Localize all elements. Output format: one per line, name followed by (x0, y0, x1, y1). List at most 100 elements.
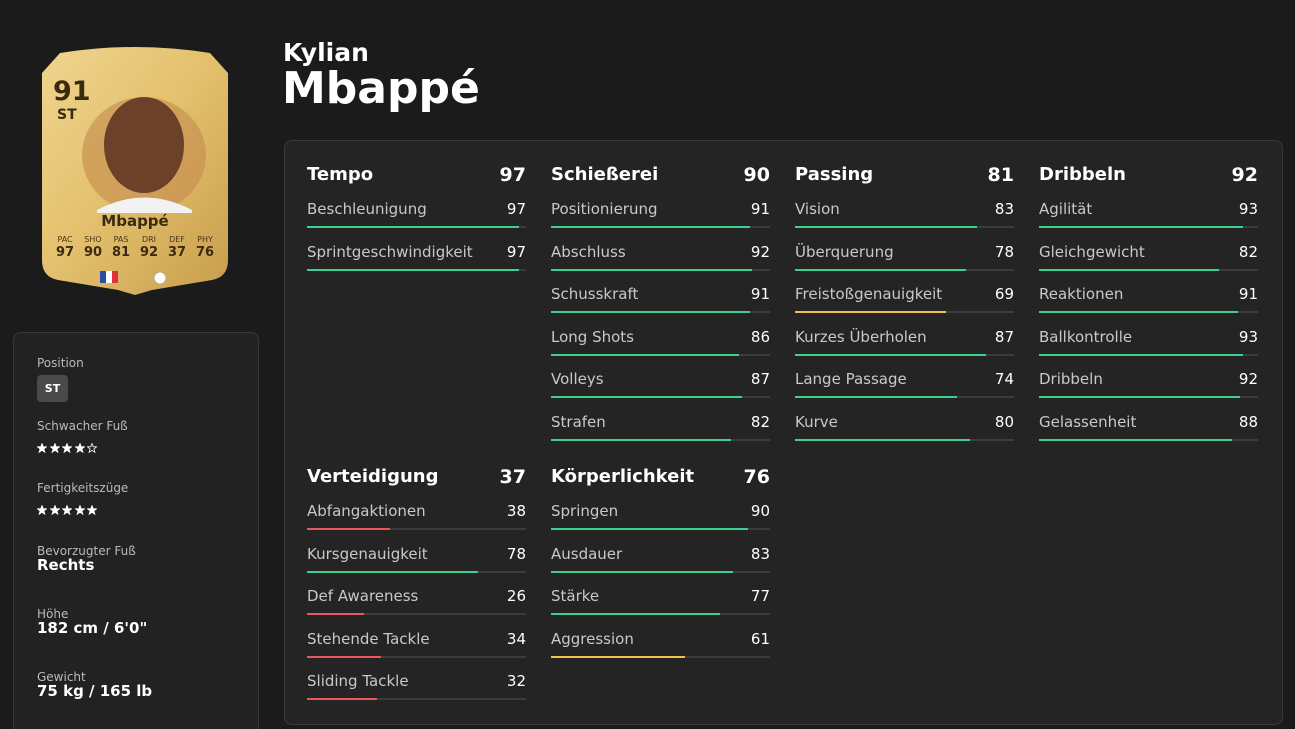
info-label: Fertigkeitszüge (37, 481, 129, 495)
card-stat-value: 37 (167, 245, 187, 260)
attribute-value: 82 (1238, 242, 1258, 261)
attribute-value: 61 (750, 629, 770, 648)
card-stat-label: DEF (169, 235, 185, 244)
attribute-value: 92 (1238, 370, 1258, 388)
attribute-name: Sliding Tackle (307, 672, 409, 690)
attribute-name: Long Shots (551, 327, 634, 346)
attribute-name: Volleys (551, 370, 604, 388)
bar (307, 655, 382, 658)
attribute-value: 91 (1238, 285, 1258, 303)
info-label: Schwacher Fuß (37, 419, 128, 433)
group-name: Schießerei (551, 164, 659, 185)
bar (795, 353, 986, 356)
attribute-value: 97 (506, 200, 526, 218)
attribute-name: Dribbeln (1039, 370, 1103, 388)
attribute-value: 34 (506, 629, 526, 648)
bar (307, 698, 378, 700)
bar (1039, 353, 1243, 356)
last-name: Mbappé (282, 63, 480, 114)
attribute-value: 38 (506, 502, 526, 520)
group-name: Passing (795, 164, 874, 185)
bar (1039, 268, 1219, 271)
attribute-name: Strafen (551, 412, 606, 431)
bar (307, 613, 364, 615)
bar (551, 438, 731, 441)
info-value: 75 kg / 165 lb (37, 682, 153, 700)
player-card (42, 47, 228, 295)
attribute-name: Ausdauer (551, 544, 623, 563)
attribute-name: Agilität (1039, 200, 1093, 218)
bar (307, 570, 478, 573)
star (86, 438, 98, 457)
card-name: Mbappé (101, 212, 169, 230)
attribute-name: Freistoßgenauigkeit (795, 285, 943, 303)
bar (551, 353, 740, 356)
attribute-name: Stärke (551, 587, 600, 605)
card-rating: 91 (53, 76, 91, 107)
attribute-name: Ballkontrolle (1039, 327, 1133, 346)
attribute-name: Reaktionen (1039, 285, 1124, 303)
bar (551, 226, 751, 228)
attribute-name: Aggression (551, 629, 634, 648)
info-label: Bevorzugter Fuß (37, 544, 136, 558)
group-name: Tempo (307, 164, 374, 185)
star (48, 438, 61, 457)
group-value: 97 (499, 164, 526, 186)
attribute-value: 91 (750, 285, 770, 303)
attribute-name: Kurve (795, 412, 838, 431)
attribute-name: Kursgenauigkeit (307, 544, 428, 563)
bar (1039, 311, 1239, 313)
attribute-value: 77 (750, 587, 770, 605)
club-badge (153, 271, 167, 285)
group-value: 92 (1231, 164, 1258, 186)
info-label: Höhe (37, 607, 69, 621)
attribute-value: 87 (750, 370, 770, 388)
group-name: Verteidigung (307, 466, 439, 487)
card-stat-label: DRI (141, 235, 157, 244)
attribute-name: Überquerung (795, 242, 894, 261)
bar (1039, 396, 1241, 398)
star (61, 500, 73, 519)
bar (307, 226, 520, 228)
bar (551, 655, 685, 658)
info-value: 182 cm / 6'0" (37, 619, 148, 637)
bar (551, 570, 733, 573)
portrait-head (104, 97, 184, 193)
attribute-value: 92 (750, 242, 770, 261)
bar (1039, 226, 1243, 228)
attribute-name: Lange Passage (795, 370, 907, 388)
card-stat-value: 97 (55, 245, 75, 260)
card-stat-label: PHY (197, 235, 213, 244)
stats-panel (284, 140, 1283, 725)
attribute-name: Def Awareness (307, 587, 419, 605)
attribute-name: Abschluss (551, 242, 626, 261)
attribute-value: 78 (506, 544, 526, 563)
bar (795, 311, 947, 313)
attribute-value: 69 (994, 285, 1014, 303)
star (48, 500, 61, 519)
star (86, 500, 98, 519)
attribute-value: 78 (994, 242, 1014, 261)
attribute-value: 90 (750, 502, 770, 520)
attribute-name: Kurzes Überholen (795, 327, 927, 346)
group-value: 76 (743, 466, 770, 488)
bar-track (307, 698, 526, 700)
bar (551, 528, 749, 530)
bar (307, 268, 520, 271)
attribute-value: 88 (1238, 412, 1258, 431)
attribute-value: 74 (994, 370, 1014, 388)
card-stat-label: PAS (113, 235, 129, 244)
attribute-value: 87 (994, 327, 1014, 346)
group-name: Dribbeln (1039, 164, 1126, 185)
attribute-value: 83 (750, 544, 770, 563)
group-value: 90 (743, 164, 770, 186)
portrait-shirt (97, 197, 192, 213)
info-value: Rechts (37, 556, 95, 574)
bar (551, 396, 742, 398)
attribute-name: Stehende Tackle (307, 629, 430, 648)
attribute-name: Vision (795, 200, 840, 218)
bar (307, 528, 391, 530)
card-stat-value: 76 (195, 245, 215, 260)
bar-track (307, 528, 526, 530)
